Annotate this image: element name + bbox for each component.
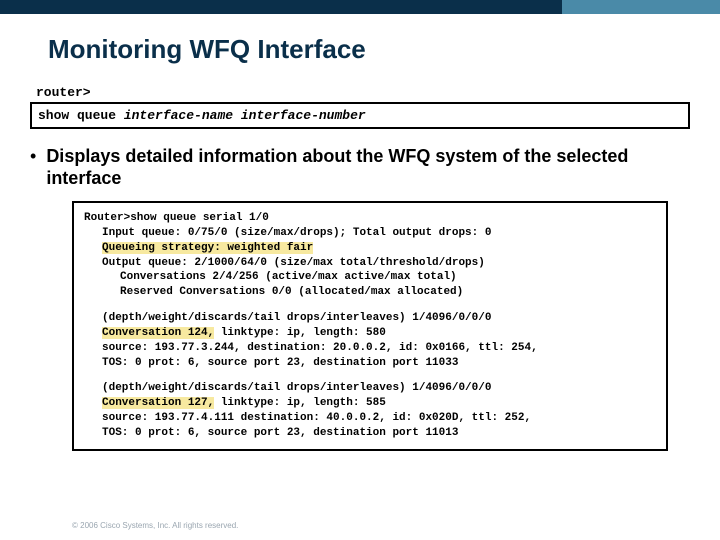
out-line: TOS: 0 prot: 6, source port 23, destinat… bbox=[84, 356, 656, 371]
out-line: source: 193.77.3.244, destination: 20.0.… bbox=[84, 341, 656, 356]
out-line: Conversation 127, linktype: ip, length: … bbox=[84, 396, 656, 411]
out-inline: linktype: ip, length: 585 bbox=[214, 397, 386, 409]
command-keyword: show queue bbox=[38, 108, 124, 123]
out-inline: linktype: ip, length: 580 bbox=[214, 327, 386, 339]
out-line: TOS: 0 prot: 6, source port 23, destinat… bbox=[84, 426, 656, 441]
terminal-output-box: Router>show queue serial 1/0 Input queue… bbox=[72, 201, 668, 451]
out-line: Conversations 2/4/256 (active/max active… bbox=[84, 270, 656, 285]
out-line: Router>show queue serial 1/0 bbox=[84, 211, 656, 226]
output-block-2: (depth/weight/discards/tail drops/interl… bbox=[84, 311, 656, 370]
command-sep bbox=[233, 108, 241, 123]
highlight-queueing-strategy: Queueing strategy: weighted fair bbox=[102, 242, 313, 254]
command-arg-interface-name: interface-name bbox=[124, 108, 233, 123]
router-prompt: router> bbox=[30, 83, 690, 102]
slide-title: Monitoring WFQ Interface bbox=[48, 34, 720, 65]
out-line: Input queue: 0/75/0 (size/max/drops); To… bbox=[84, 226, 656, 241]
bullet-dot: • bbox=[30, 145, 36, 167]
out-line: Queueing strategy: weighted fair bbox=[84, 241, 656, 256]
top-bar-left bbox=[0, 0, 562, 14]
top-accent-bar bbox=[0, 0, 720, 14]
out-line: Output queue: 2/1000/64/0 (size/max tota… bbox=[84, 256, 656, 271]
out-line: Conversation 124, linktype: ip, length: … bbox=[84, 326, 656, 341]
out-line: Reserved Conversations 0/0 (allocated/ma… bbox=[84, 285, 656, 300]
out-line: source: 193.77.4.111 destination: 40.0.0… bbox=[84, 411, 656, 426]
command-arg-interface-number: interface-number bbox=[241, 108, 366, 123]
highlight-conversation-124: Conversation 124, bbox=[102, 327, 214, 339]
command-syntax-box: show queue interface-name interface-numb… bbox=[30, 102, 690, 129]
out-line: (depth/weight/discards/tail drops/interl… bbox=[84, 381, 656, 396]
output-block-3: (depth/weight/discards/tail drops/interl… bbox=[84, 381, 656, 440]
bullet-item: • Displays detailed information about th… bbox=[30, 145, 690, 189]
output-block-1: Router>show queue serial 1/0 Input queue… bbox=[84, 211, 656, 300]
highlight-conversation-127: Conversation 127, bbox=[102, 397, 214, 409]
copyright-footer: © 2006 Cisco Systems, Inc. All rights re… bbox=[72, 521, 238, 530]
bullet-text: Displays detailed information about the … bbox=[46, 145, 690, 189]
top-bar-right bbox=[562, 0, 720, 14]
out-line: (depth/weight/discards/tail drops/interl… bbox=[84, 311, 656, 326]
